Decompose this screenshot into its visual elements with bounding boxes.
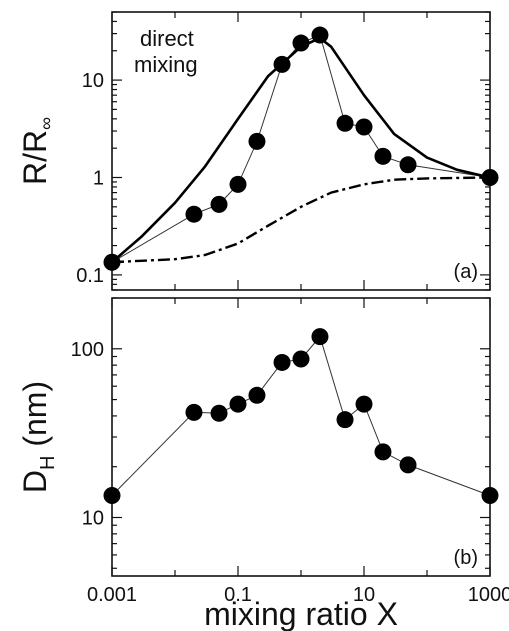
data-point xyxy=(311,328,329,346)
data-point xyxy=(399,456,417,474)
direct-mixing-annotation-line-2: mixing xyxy=(134,52,198,77)
data-point xyxy=(273,353,291,371)
data-point xyxy=(103,487,121,505)
panel-a-y-axis-label-subscript: ∞ xyxy=(36,117,56,130)
data-point xyxy=(481,487,499,505)
panel-b: 10 100 0.001 0.1 10 1000 (b) DH (nm) mixing r… xyxy=(17,297,509,631)
data-point xyxy=(355,395,373,413)
panel-b-y-axis-label-tail: (nm) xyxy=(17,381,53,456)
direct-mixing-annotation-line-1: direct xyxy=(140,26,194,51)
panel-b-frame xyxy=(111,297,491,577)
x-tick-label: 0.1 xyxy=(224,584,252,606)
data-point xyxy=(210,404,228,422)
data-point xyxy=(185,403,203,421)
panel-a-label: (a) xyxy=(454,261,478,283)
x-axis-label: mixing ratio X xyxy=(204,596,398,631)
data-point xyxy=(229,175,247,193)
x-tick-label: 10 xyxy=(353,584,375,606)
model-curve-dash-dot xyxy=(111,176,491,264)
panel-b-y-axis-label-main: D xyxy=(17,470,53,493)
panel-b-y-axis-label-subscript: H xyxy=(37,456,59,470)
data-point xyxy=(336,411,354,429)
data-point xyxy=(292,34,310,52)
data-point xyxy=(355,118,373,136)
data-point xyxy=(292,350,310,368)
data-point xyxy=(229,395,247,413)
data-point xyxy=(399,156,417,174)
data-point xyxy=(248,386,266,404)
data-point xyxy=(248,132,266,150)
panel-a: 0.1 1 10 direct mixing (a) R/R∞ xyxy=(17,11,499,291)
panel-b-y-axis-label: DH (nm) xyxy=(17,381,59,493)
panel-a-y-axis-label: R/R∞ xyxy=(17,117,56,185)
data-point xyxy=(374,443,392,461)
model-curve-solid xyxy=(111,36,491,264)
data-point xyxy=(210,195,228,213)
y-tick-label: 0.1 xyxy=(76,265,104,287)
y-tick-label: 10 xyxy=(82,507,104,529)
panel-b-label: (b) xyxy=(454,547,478,569)
data-point xyxy=(374,147,392,165)
y-tick-label: 10 xyxy=(82,70,104,92)
data-point xyxy=(185,205,203,223)
x-tick-label: 1000 xyxy=(468,584,509,606)
panel-a-y-axis-label-main: R/R xyxy=(17,130,53,185)
y-tick-label: 1 xyxy=(93,167,104,189)
x-tick-label: 0.001 xyxy=(87,584,137,606)
data-point xyxy=(336,114,354,132)
y-tick-label: 100 xyxy=(71,339,104,361)
